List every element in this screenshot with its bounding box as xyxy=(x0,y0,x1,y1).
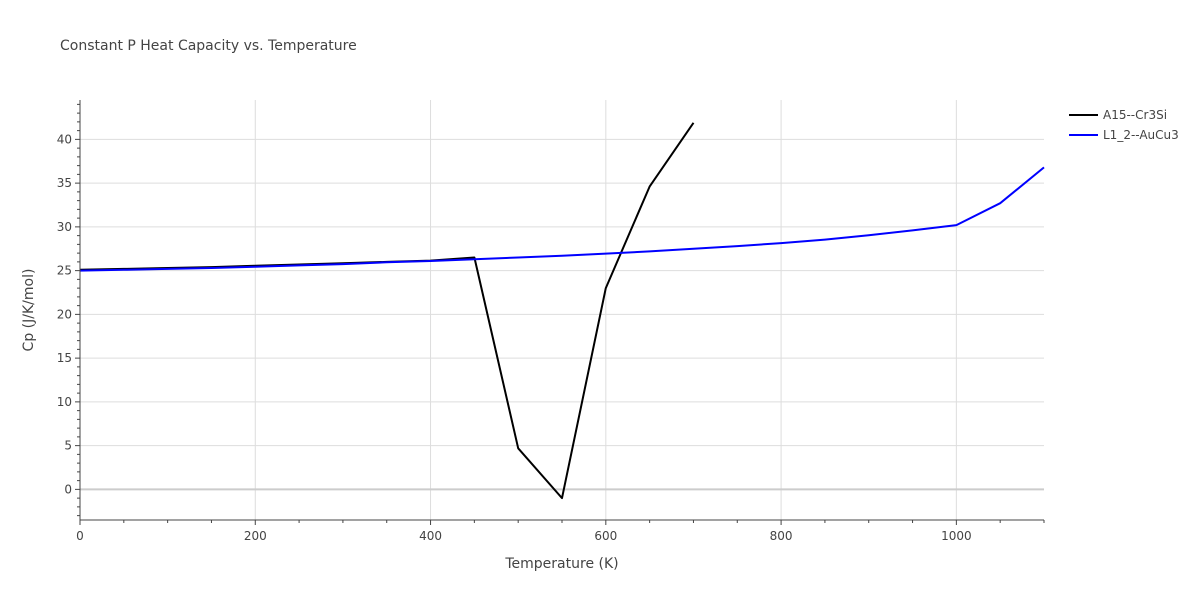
x-tick-label: 400 xyxy=(419,529,442,543)
y-tick-label: 10 xyxy=(57,395,72,409)
grid xyxy=(80,100,1044,520)
chart-title: Constant P Heat Capacity vs. Temperature xyxy=(60,38,357,54)
legend-label: A15--Cr3Si xyxy=(1103,108,1167,122)
y-tick-label: 20 xyxy=(57,307,72,321)
y-tick-label: 30 xyxy=(57,220,72,234)
y-tick-label: 25 xyxy=(57,264,72,278)
y-axis-title: Cp (J/K/mol) xyxy=(21,269,37,352)
y-tick-label: 15 xyxy=(57,351,72,365)
legend-label: L1_2--AuCu3 xyxy=(1103,128,1179,142)
x-tick-label: 800 xyxy=(770,529,793,543)
legend-item[interactable]: A15--Cr3Si xyxy=(1069,108,1167,122)
legend[interactable]: A15--Cr3Si L1_2--AuCu3 xyxy=(1069,108,1179,142)
axes: 0 200 400 600 800 1000 0 5 10 15 20 25 30 35 40 xyxy=(57,100,1045,543)
x-axis-title: Temperature (K) xyxy=(504,556,618,572)
y-tick-label: 40 xyxy=(57,132,72,146)
y-tick-label: 5 xyxy=(64,439,72,453)
legend-item[interactable]: L1_2--AuCu3 xyxy=(1069,128,1179,142)
y-tick-label: 35 xyxy=(57,176,72,190)
y-tick-label: 0 xyxy=(64,482,72,496)
x-tick-label: 600 xyxy=(594,529,617,543)
series-line-1 xyxy=(79,166,1045,272)
x-tick-label: 0 xyxy=(76,529,84,543)
series-line-0 xyxy=(79,122,695,500)
series-layer xyxy=(79,122,1045,500)
x-tick-label: 1000 xyxy=(941,529,972,543)
x-tick-label: 200 xyxy=(244,529,267,543)
